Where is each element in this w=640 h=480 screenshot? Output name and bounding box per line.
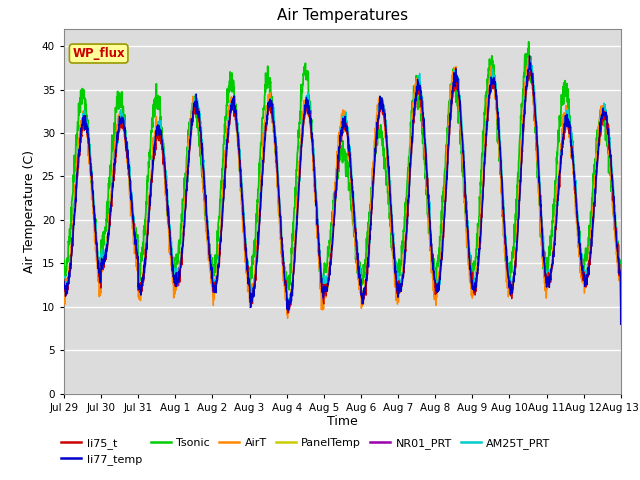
X-axis label: Time: Time	[327, 415, 358, 429]
Text: WP_flux: WP_flux	[72, 47, 125, 60]
Y-axis label: Air Temperature (C): Air Temperature (C)	[23, 150, 36, 273]
Title: Air Temperatures: Air Temperatures	[277, 9, 408, 24]
Legend: li75_t, li77_temp, Tsonic, AirT, PanelTemp, NR01_PRT, AM25T_PRT: li75_t, li77_temp, Tsonic, AirT, PanelTe…	[57, 433, 555, 469]
